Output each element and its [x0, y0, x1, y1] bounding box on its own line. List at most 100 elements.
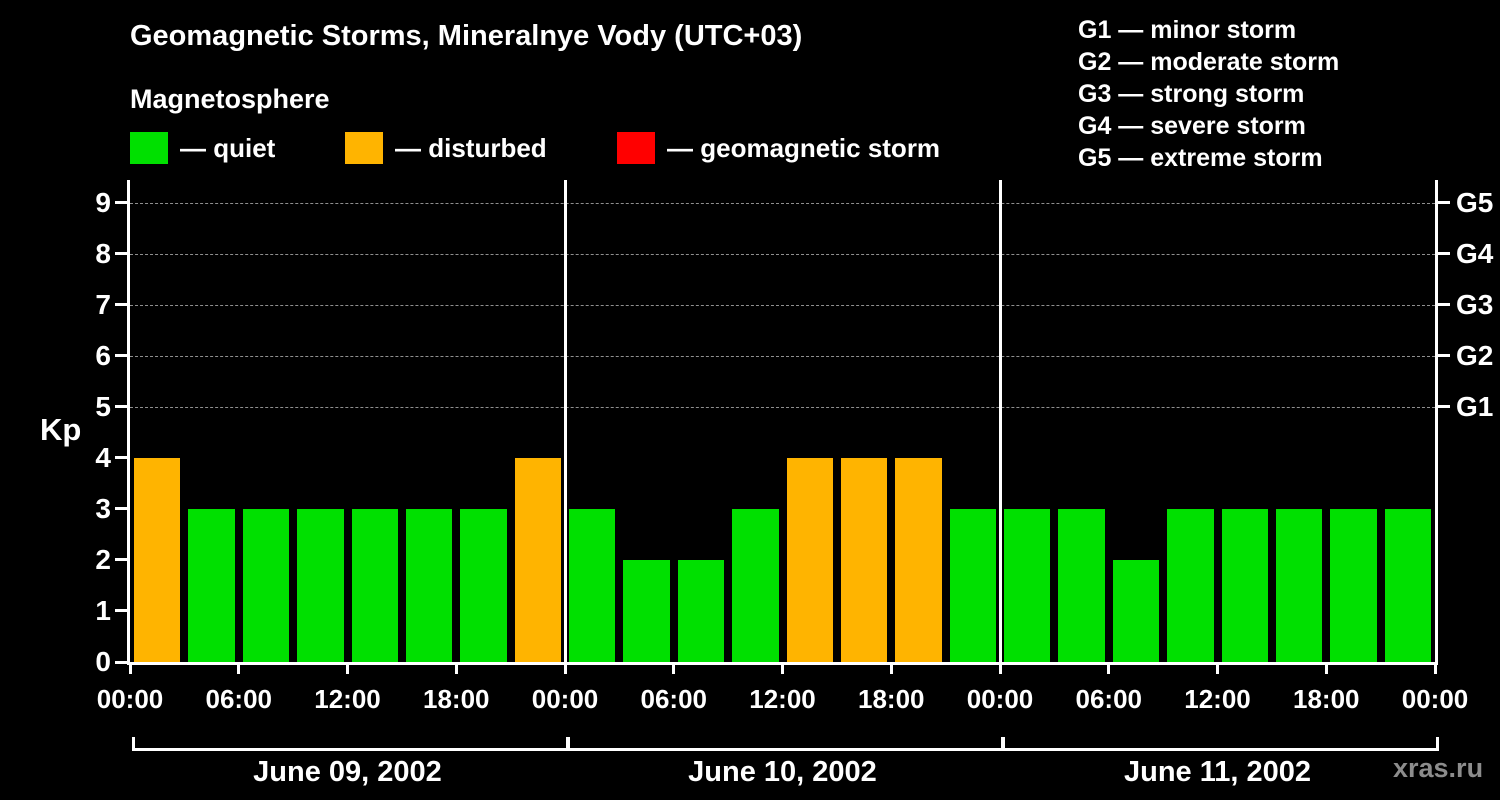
kp-bar	[188, 508, 235, 662]
y-tick-left	[115, 252, 127, 256]
legend-swatch-quiet	[130, 132, 168, 164]
x-tick	[237, 665, 241, 674]
g-legend-line-3: G3 — strong storm	[1078, 80, 1305, 108]
kp-bar	[242, 508, 290, 662]
g-tick-label: G2	[1456, 339, 1494, 371]
legend-label-quiet: — quiet	[180, 133, 276, 163]
y-tick-left	[115, 405, 127, 409]
watermark: xras.ru	[1393, 753, 1484, 783]
x-tick-label: 00:00	[966, 684, 1034, 714]
gridline-kp8	[130, 253, 1435, 255]
g-legend-line-1: G1 — minor storm	[1078, 16, 1297, 44]
x-tick	[454, 665, 458, 674]
kp-bar	[1221, 508, 1268, 662]
kp-bar	[460, 508, 507, 662]
x-tick-label: 00:00	[531, 684, 599, 714]
day-bracket	[567, 737, 1004, 751]
kp-bar	[405, 508, 453, 662]
kp-axis-title: Kp	[40, 412, 82, 447]
kp-bar	[514, 457, 561, 662]
g-tick-right	[1438, 405, 1450, 409]
y-tick-label: 3	[95, 492, 111, 524]
g-tick-label: G3	[1456, 288, 1494, 320]
x-tick	[128, 665, 132, 674]
x-tick-label: 12:00	[1184, 684, 1251, 714]
day-separator	[563, 180, 567, 662]
x-tick	[346, 665, 349, 674]
legend-title: Magnetosphere	[130, 84, 330, 114]
y-tick-label: 5	[95, 390, 111, 422]
g-tick-right	[1438, 252, 1450, 256]
x-tick-label: 06:00	[1075, 684, 1143, 714]
day-bracket	[132, 737, 569, 751]
x-tick-label: 06:00	[205, 684, 273, 714]
x-tick	[781, 665, 784, 674]
y-tick-left	[115, 507, 127, 511]
kp-bar	[1167, 508, 1214, 662]
y-tick-label: 4	[95, 441, 111, 473]
legend-label-disturbed: — disturbed	[395, 133, 547, 163]
x-tick-label: 06:00	[640, 684, 708, 714]
x-tick-label: 00:00	[96, 684, 164, 714]
x-tick-label: 12:00	[749, 684, 816, 714]
kp-bar	[786, 457, 833, 662]
kp-bar	[569, 508, 616, 662]
x-tick	[1433, 665, 1437, 674]
legend-swatch-storm	[617, 132, 655, 164]
x-tick	[672, 665, 676, 674]
y-tick-label: 8	[95, 237, 111, 269]
g-legend-line-4: G4 — severe storm	[1078, 112, 1306, 140]
y-tick-left	[115, 558, 127, 562]
y-axis-right-line	[1435, 180, 1438, 665]
g-tick-right	[1438, 303, 1450, 307]
x-tick	[889, 665, 893, 674]
x-axis-line	[127, 662, 1438, 665]
x-tick	[1107, 665, 1111, 674]
kp-bar	[1330, 508, 1377, 662]
x-tick-label: 12:00	[314, 684, 381, 714]
kp-bar	[134, 457, 181, 662]
kp-bar	[840, 457, 888, 662]
kp-bar	[895, 457, 942, 662]
g-legend-line-5: G5 — extreme storm	[1078, 144, 1323, 172]
x-tick-label: 00:00	[1401, 684, 1469, 714]
y-tick-label: 6	[95, 339, 111, 371]
y-tick-left	[115, 456, 127, 460]
g-tick-right	[1438, 354, 1450, 358]
g-scale-legend: G1 — minor storm G2 — moderate storm G3 — …	[1078, 14, 1339, 174]
x-tick	[1324, 665, 1328, 674]
y-tick-label: 0	[95, 646, 111, 677]
y-tick-left	[115, 201, 127, 205]
y-tick-left	[115, 303, 127, 307]
gridline-kp5	[130, 406, 1435, 408]
y-tick-left	[115, 609, 127, 613]
kp-bar	[677, 559, 725, 662]
y-tick-left	[115, 660, 127, 664]
day-label: June 09, 2002	[253, 756, 442, 788]
kp-bar	[732, 508, 779, 662]
day-bracket	[1002, 737, 1439, 751]
gridline-kp6	[130, 355, 1435, 357]
kp-bar	[623, 559, 670, 662]
plot-area	[130, 180, 1435, 662]
day-label: June 11, 2002	[1123, 756, 1312, 788]
y-tick-label: 7	[95, 288, 111, 320]
legend: — quiet — disturbed — geomagnetic storm	[0, 130, 1500, 170]
g-tick-label: G4	[1456, 237, 1494, 269]
day-separator	[998, 180, 1002, 662]
y-tick-left	[115, 354, 127, 358]
g-tick-right	[1438, 201, 1450, 205]
g-legend-line-2: G2 — moderate storm	[1078, 48, 1340, 76]
y-tick-label: 1	[95, 594, 111, 626]
y-axis-left-line	[127, 180, 130, 665]
x-tick	[998, 665, 1002, 674]
kp-bar	[1112, 559, 1160, 662]
x-tick	[1216, 665, 1219, 674]
day-label: June 10, 2002	[688, 756, 877, 788]
gridline-kp9	[130, 202, 1435, 204]
legend-swatch-disturbed	[345, 132, 383, 164]
kp-bar	[351, 508, 398, 662]
kp-bar	[297, 508, 344, 662]
g-tick-label: G5	[1456, 186, 1494, 218]
